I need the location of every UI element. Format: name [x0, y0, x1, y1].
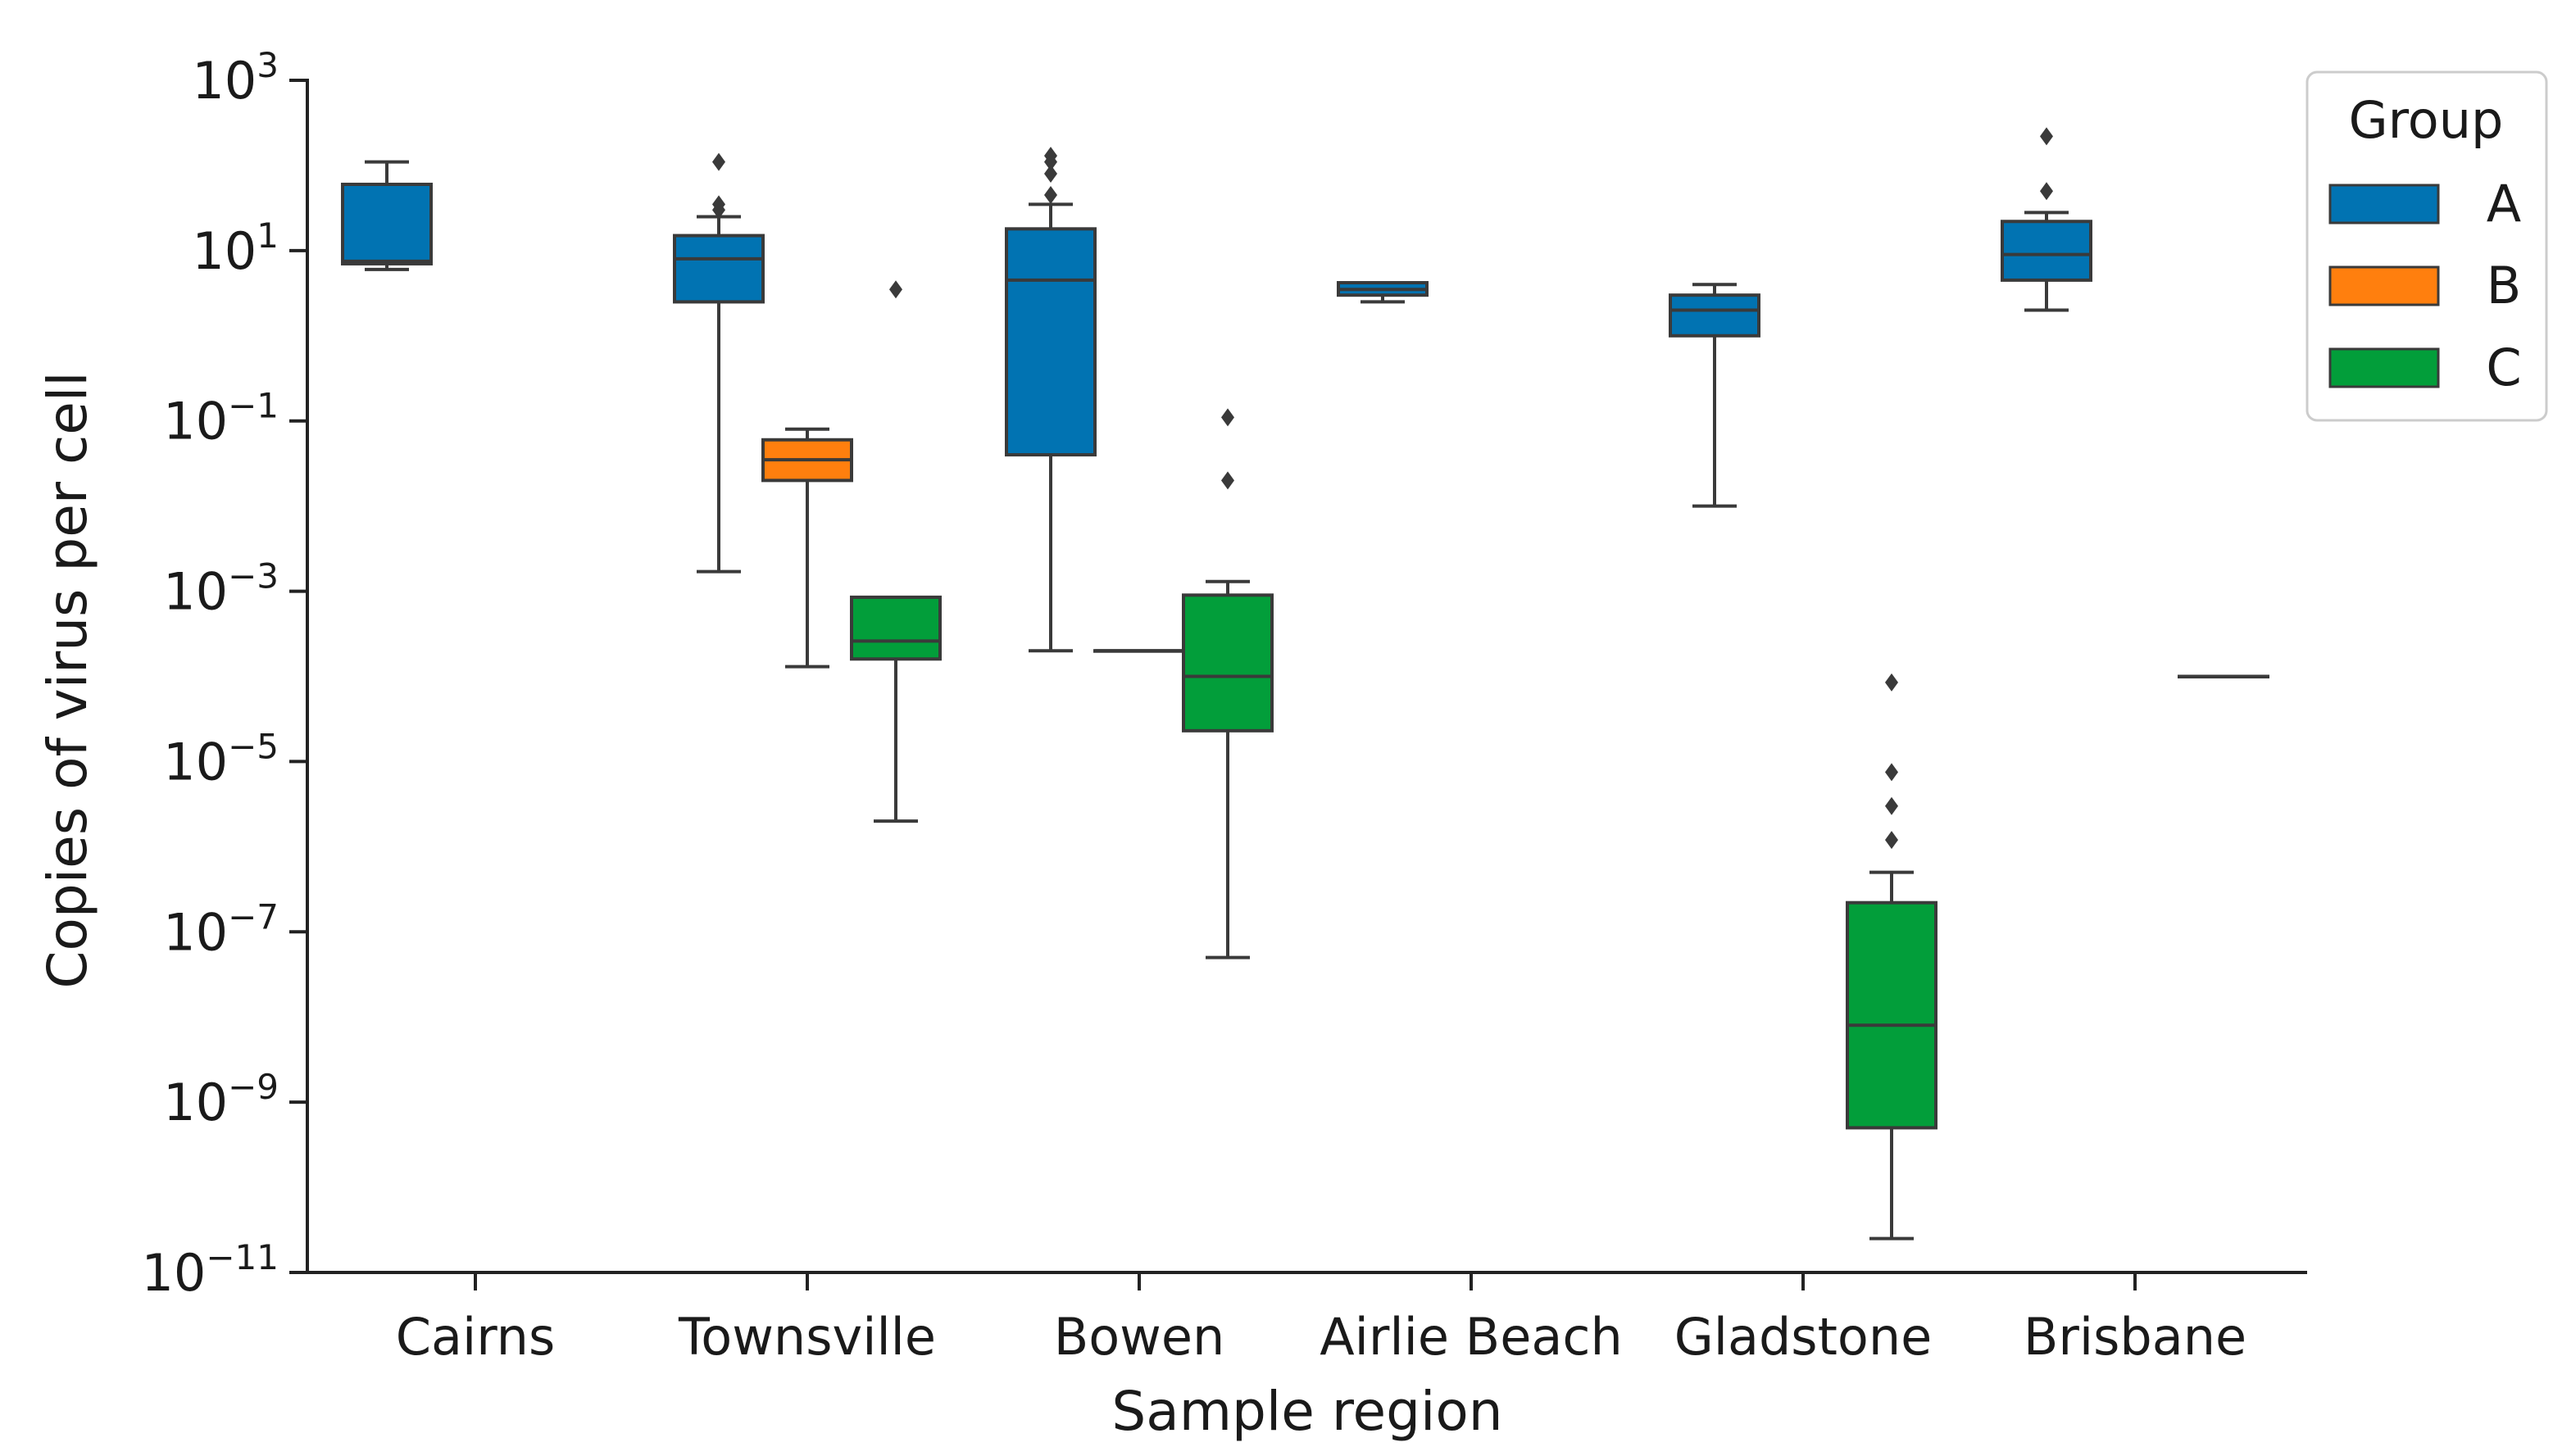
outlier-point [712, 195, 725, 214]
box-body [1846, 900, 1937, 1130]
legend-title: Group [2349, 90, 2504, 150]
outlier-point [1044, 147, 1057, 166]
box-c-brisbane [2178, 674, 2269, 678]
legend-swatch-b [2328, 265, 2440, 306]
outlier-point [1044, 165, 1057, 184]
box-a-townsville [673, 152, 765, 574]
legend-frame [2305, 70, 2548, 422]
legend-swatch-a [2328, 184, 2440, 225]
box-body [1182, 593, 1274, 733]
x-tick-label-cairns: Cairns [396, 1307, 556, 1367]
legend-label-c: C [2486, 338, 2521, 397]
box-a-brisbane [2001, 127, 2092, 312]
x-tick-label-brisbane: Brisbane [2024, 1307, 2246, 1367]
outlier-point [1221, 408, 1234, 427]
box-body [1005, 227, 1097, 457]
outlier-point [1885, 796, 1898, 815]
box-body [341, 182, 433, 265]
y-tick-label: 101 [192, 215, 279, 281]
y-tick-label: 10−9 [163, 1067, 279, 1132]
box-body [850, 595, 942, 661]
x-tick-label-bowen: Bowen [1054, 1307, 1225, 1367]
x-tick-label-townsville: Townsville [678, 1307, 936, 1367]
outlier-point [2040, 182, 2053, 201]
y-tick-label: 10−7 [163, 896, 279, 962]
x-tick-label-gladstone: Gladstone [1674, 1307, 1933, 1367]
y-tick-label: 10−3 [163, 556, 279, 622]
legend-swatch-c [2328, 347, 2440, 388]
legend-items: ABC [2328, 174, 2522, 397]
y-tick-label: 10−5 [163, 726, 279, 792]
box-body [1669, 293, 1760, 338]
y-tick-label: 103 [192, 45, 279, 111]
y-axis-title: Copies of virus per cell [36, 371, 99, 988]
legend-entry-c: C [2328, 338, 2522, 397]
outlier-point [2040, 127, 2053, 146]
legend-entry-a: A [2328, 174, 2521, 234]
box-b-townsville [761, 427, 853, 669]
box-a-airlie-beach [1337, 281, 1429, 304]
outlier-point [712, 152, 725, 171]
outlier-point [889, 280, 902, 299]
plot-area [341, 127, 2269, 1241]
box-a-cairns [341, 160, 433, 271]
legend-label-b: B [2487, 256, 2522, 315]
outlier-point [1221, 471, 1234, 490]
box-c-townsville [850, 280, 942, 823]
y-tick-label: 10−1 [163, 386, 279, 451]
outlier-point [1885, 763, 1898, 782]
outlier-point [1885, 831, 1898, 850]
box-c-gladstone [1846, 673, 1937, 1241]
box-a-gladstone [1669, 283, 1760, 508]
x-axis: Cairns Townsville Bowen Airlie Beach Gladsto… [307, 1271, 2307, 1367]
x-tick-label-airlie-beach: Airlie Beach [1320, 1307, 1623, 1367]
y-tick-label: 10−11 [141, 1237, 279, 1303]
outlier-point [1044, 185, 1057, 204]
outlier-point [1885, 673, 1898, 692]
legend: Group ABC [2305, 70, 2548, 422]
box-c-bowen [1182, 408, 1274, 959]
box-body [673, 234, 765, 304]
box-a-bowen [1005, 147, 1097, 653]
x-axis-title: Sample region [1111, 1380, 1502, 1443]
legend-label-a: A [2487, 174, 2521, 234]
legend-entry-b: B [2328, 256, 2522, 315]
y-axis: 10−11 10−9 10−7 10−5 10−3 10−1 101 103 [141, 45, 309, 1303]
box-body [2001, 220, 2092, 282]
